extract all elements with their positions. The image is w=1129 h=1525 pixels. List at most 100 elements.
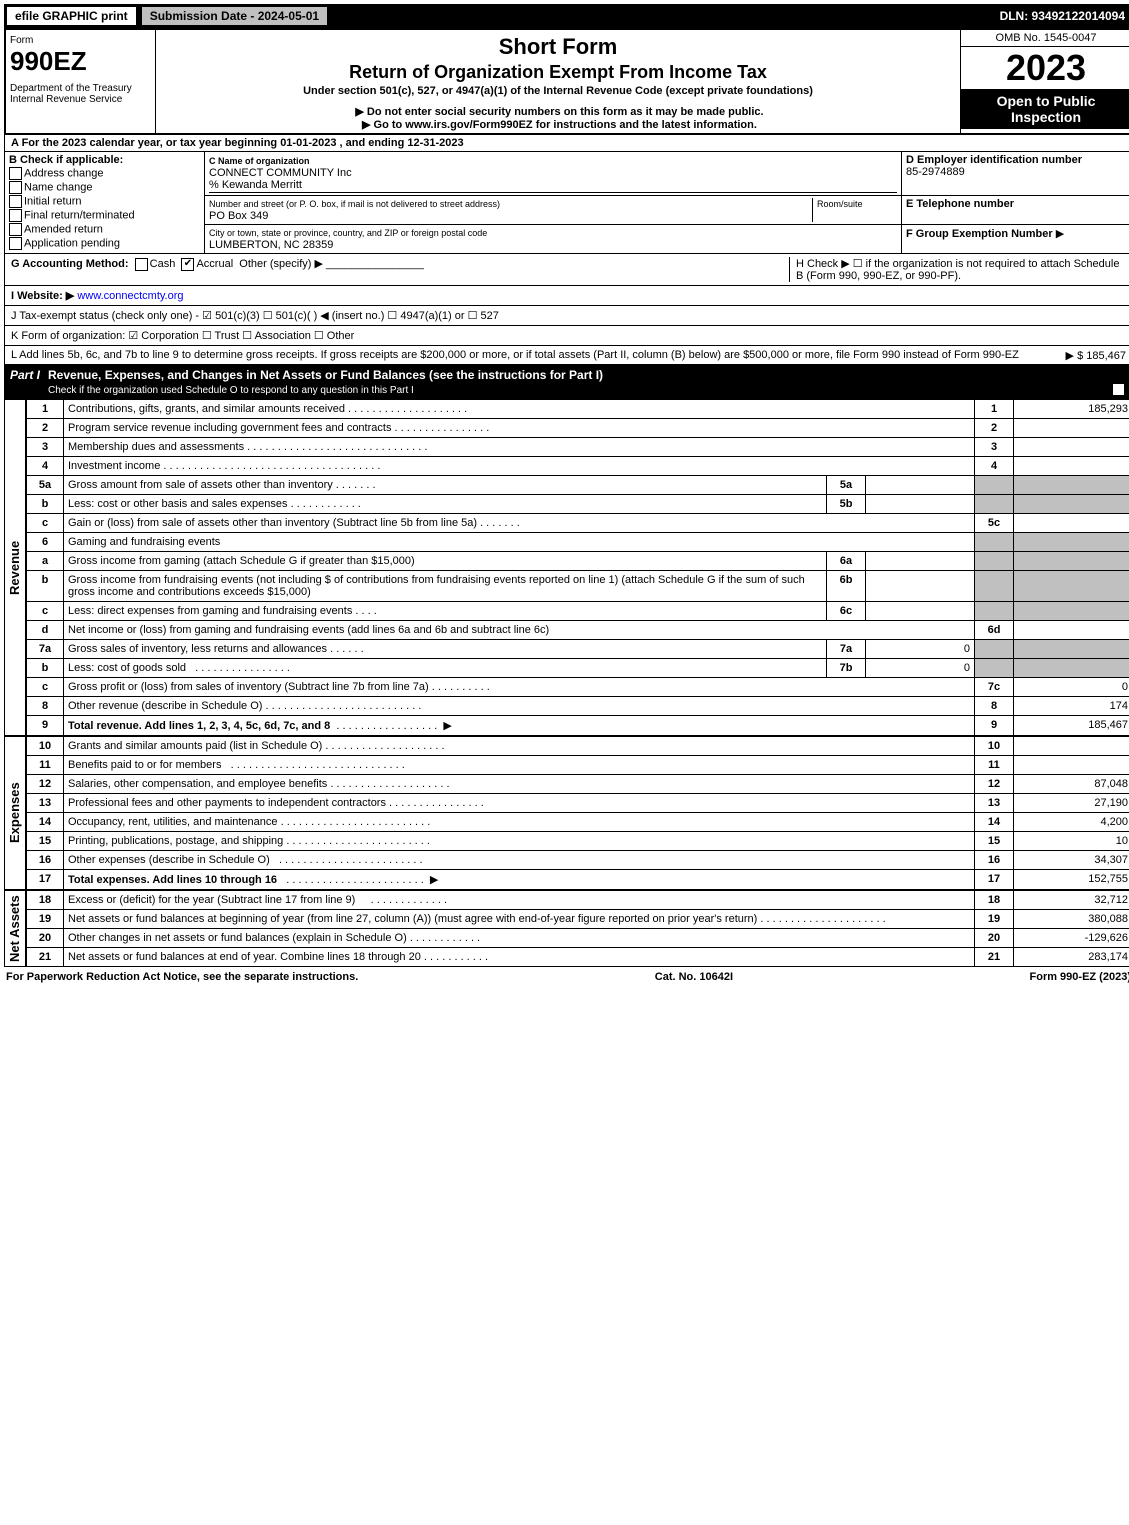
footer-left: For Paperwork Reduction Act Notice, see …	[6, 971, 358, 983]
top-bar: efile GRAPHIC print Submission Date - 20…	[4, 4, 1129, 28]
ssn-note: Do not enter social security numbers on …	[160, 105, 956, 118]
line-1: 1Contributions, gifts, grants, and simil…	[27, 400, 1129, 419]
section-b-checkboxes: B Check if applicable: Address change Na…	[5, 152, 205, 254]
tax-year: 2023	[961, 47, 1129, 89]
section-g-accounting: G Accounting Method: Cash Accrual Other …	[11, 257, 789, 282]
line-16: 16Other expenses (describe in Schedule O…	[27, 851, 1129, 870]
website-link[interactable]: www.connectcmty.org	[77, 290, 183, 302]
line-7b: bLess: cost of goods sold . . . . . . . …	[27, 659, 1129, 678]
section-i-website: I Website: ▶ www.connectcmty.org	[4, 286, 1129, 306]
net-assets-section: Net Assets 18Excess or (deficit) for the…	[4, 890, 1129, 967]
gross-receipts-amount: $ 185,467	[1077, 350, 1126, 362]
row-g-h: G Accounting Method: Cash Accrual Other …	[4, 254, 1129, 286]
group-exemption-label: F Group Exemption Number	[906, 228, 1053, 240]
line-5a: 5aGross amount from sale of assets other…	[27, 476, 1129, 495]
chk-final-return[interactable]: Final return/terminated	[9, 209, 200, 222]
irs-link-note: Go to www.irs.gov/Form990EZ for instruct…	[160, 118, 956, 131]
right-header-block: OMB No. 1545-0047 2023 Open to Public In…	[961, 30, 1129, 133]
chk-application-pending[interactable]: Application pending	[9, 237, 200, 250]
part-1-title: Revenue, Expenses, and Changes in Net As…	[48, 368, 1127, 396]
line-10: 10Grants and similar amounts paid (list …	[27, 737, 1129, 756]
revenue-section: Revenue 1Contributions, gifts, grants, a…	[4, 399, 1129, 736]
chk-name-change[interactable]: Name change	[9, 181, 200, 194]
care-of: % Kewanda Merritt	[209, 179, 302, 191]
section-c-name: C Name of organization CONNECT COMMUNITY…	[205, 152, 902, 196]
form-word: Form	[10, 35, 33, 46]
line-17: 17Total expenses. Add lines 10 through 1…	[27, 870, 1129, 890]
line-6: 6Gaming and fundraising events	[27, 533, 1129, 552]
expenses-section: Expenses 10Grants and similar amounts pa…	[4, 736, 1129, 890]
line-21: 21Net assets or fund balances at end of …	[27, 948, 1129, 967]
section-k-org-form: K Form of organization: ☑ Corporation ☐ …	[4, 326, 1129, 346]
part-1-header: Part I Revenue, Expenses, and Changes in…	[4, 365, 1129, 399]
line-6d: dNet income or (loss) from gaming and fu…	[27, 621, 1129, 640]
section-h-schedule-b: H Check ▶ ☐ if the organization is not r…	[789, 257, 1126, 282]
line-7c: cGross profit or (loss) from sales of in…	[27, 678, 1129, 697]
addr-value: PO Box 349	[209, 210, 268, 222]
line-6a: aGross income from gaming (attach Schedu…	[27, 552, 1129, 571]
form-id-block: Form 990EZ Department of the Treasury In…	[6, 30, 156, 133]
dept-label: Department of the Treasury Internal Reve…	[10, 83, 151, 105]
line-15: 15Printing, publications, postage, and s…	[27, 832, 1129, 851]
line-14: 14Occupancy, rent, utilities, and mainte…	[27, 813, 1129, 832]
short-form-title: Short Form	[160, 34, 956, 60]
net-assets-table: 18Excess or (deficit) for the year (Subt…	[26, 890, 1129, 967]
line-5c: cGain or (loss) from sale of assets othe…	[27, 514, 1129, 533]
section-f-group: F Group Exemption Number ▶	[902, 225, 1129, 254]
line-8: 8Other revenue (describe in Schedule O) …	[27, 697, 1129, 716]
line-5b: bLess: cost or other basis and sales exp…	[27, 495, 1129, 514]
expenses-table: 10Grants and similar amounts paid (list …	[26, 736, 1129, 890]
line-6c: cLess: direct expenses from gaming and f…	[27, 602, 1129, 621]
section-j-tax-status: J Tax-exempt status (check only one) - ☑…	[4, 306, 1129, 326]
city-value: LUMBERTON, NC 28359	[209, 239, 333, 251]
row-a-tax-year: A For the 2023 calendar year, or tax yea…	[4, 135, 1129, 152]
part-1-checkbox[interactable]	[1112, 382, 1127, 396]
section-e-phone: E Telephone number	[902, 196, 1129, 225]
efile-print-button[interactable]: efile GRAPHIC print	[6, 6, 137, 26]
section-d-ein: D Employer identification number 85-2974…	[902, 152, 1129, 196]
line-18: 18Excess or (deficit) for the year (Subt…	[27, 891, 1129, 910]
section-b-label: B Check if applicable:	[9, 154, 123, 166]
line-13: 13Professional fees and other payments t…	[27, 794, 1129, 813]
org-name: CONNECT COMMUNITY Inc	[209, 167, 352, 179]
footer-cat-no: Cat. No. 10642I	[655, 971, 733, 983]
title-block: Short Form Return of Organization Exempt…	[156, 30, 961, 133]
org-name-label: C Name of organization	[209, 156, 310, 166]
line-7a: 7aGross sales of inventory, less returns…	[27, 640, 1129, 659]
main-title: Return of Organization Exempt From Incom…	[160, 62, 956, 83]
revenue-vlabel: Revenue	[4, 399, 26, 736]
net-assets-vlabel: Net Assets	[4, 890, 26, 967]
room-label: Room/suite	[817, 199, 863, 209]
open-to-public: Open to Public Inspection	[961, 89, 1129, 129]
line-4: 4Investment income . . . . . . . . . . .…	[27, 457, 1129, 476]
submission-date: Submission Date - 2024-05-01	[141, 6, 328, 26]
chk-address-change[interactable]: Address change	[9, 167, 200, 180]
ein-value: 85-2974889	[906, 166, 965, 178]
dln-label: DLN: 93492122014094	[1000, 9, 1129, 23]
omb-number: OMB No. 1545-0047	[961, 30, 1129, 47]
subtitle: Under section 501(c), 527, or 4947(a)(1)…	[160, 85, 956, 97]
page-footer: For Paperwork Reduction Act Notice, see …	[4, 967, 1129, 987]
section-c-address: Number and street (or P. O. box, if mail…	[205, 196, 902, 225]
line-9: 9Total revenue. Add lines 1, 2, 3, 4, 5c…	[27, 716, 1129, 736]
section-c-city: City or town, state or province, country…	[205, 225, 902, 254]
line-2: 2Program service revenue including gover…	[27, 419, 1129, 438]
chk-initial-return[interactable]: Initial return	[9, 195, 200, 208]
chk-amended-return[interactable]: Amended return	[9, 223, 200, 236]
line-11: 11Benefits paid to or for members . . . …	[27, 756, 1129, 775]
form-number: 990EZ	[10, 46, 87, 76]
ein-label: D Employer identification number	[906, 154, 1082, 166]
line-19: 19Net assets or fund balances at beginni…	[27, 910, 1129, 929]
part-1-label: Part I	[10, 368, 48, 382]
footer-form-ref: Form 990-EZ (2023)	[1030, 971, 1129, 983]
line-6b: bGross income from fundraising events (n…	[27, 571, 1129, 602]
form-header: Form 990EZ Department of the Treasury In…	[4, 28, 1129, 135]
expenses-vlabel: Expenses	[4, 736, 26, 890]
org-info-grid: B Check if applicable: Address change Na…	[4, 152, 1129, 254]
group-exemption-arrow: ▶	[1056, 228, 1064, 240]
line-20: 20Other changes in net assets or fund ba…	[27, 929, 1129, 948]
phone-label: E Telephone number	[906, 198, 1014, 210]
city-label: City or town, state or province, country…	[209, 228, 487, 238]
line-3: 3Membership dues and assessments . . . .…	[27, 438, 1129, 457]
revenue-table: 1Contributions, gifts, grants, and simil…	[26, 399, 1129, 736]
